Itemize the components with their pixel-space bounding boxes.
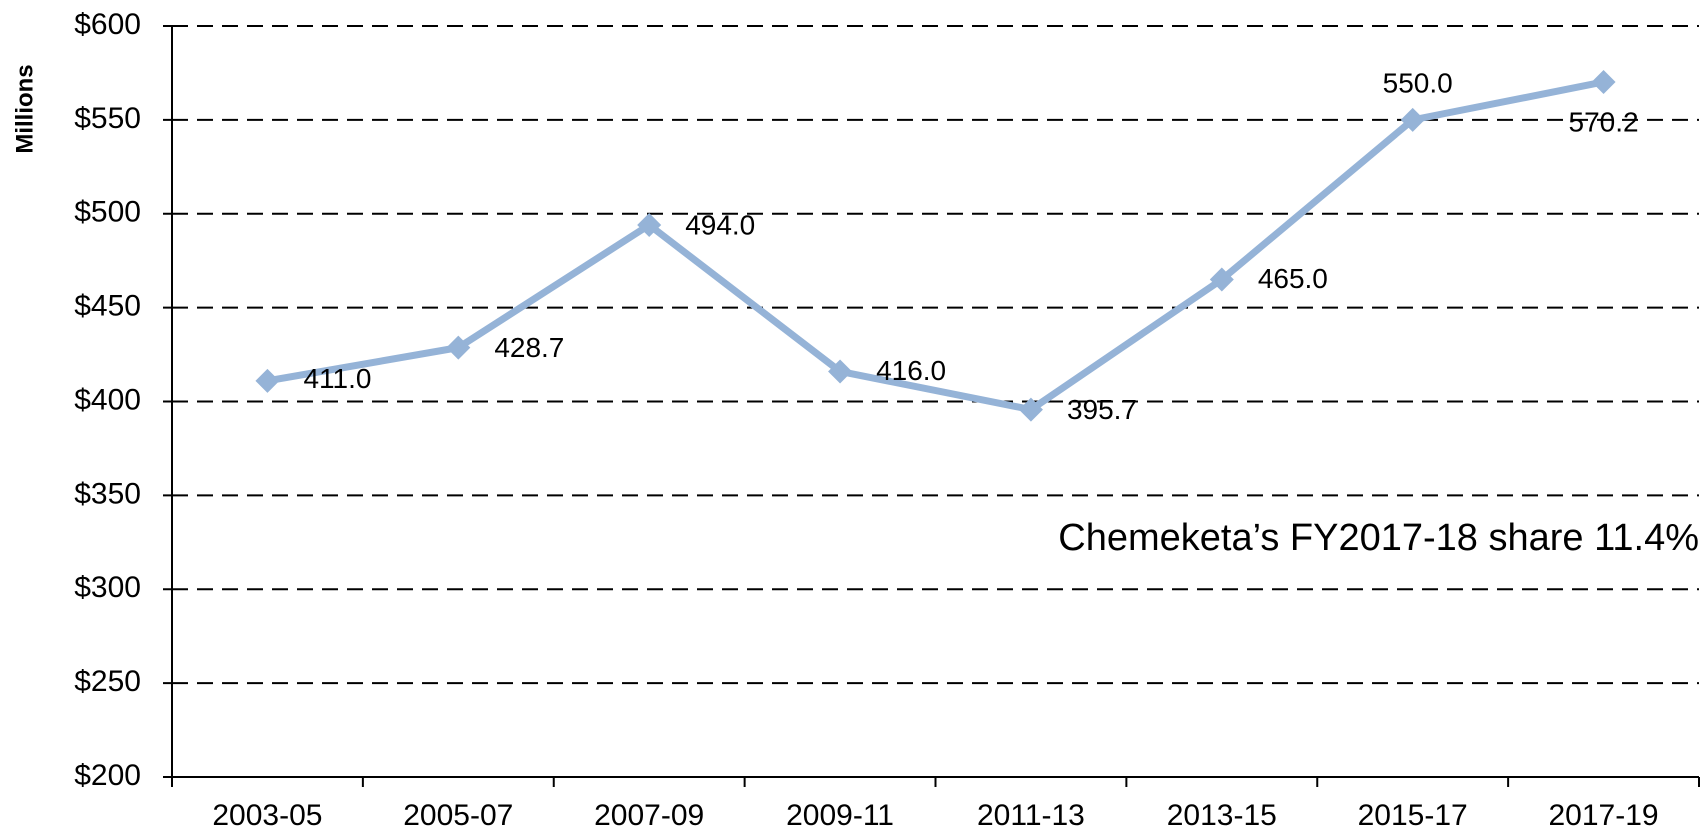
y-tick-label: $400	[74, 383, 141, 416]
data-label: 416.0	[876, 355, 946, 386]
x-tick-label: 2005-07	[403, 799, 513, 832]
data-label: 395.7	[1067, 394, 1137, 425]
data-label: 550.0	[1383, 67, 1453, 98]
data-label: 494.0	[685, 209, 755, 240]
x-tick-label: 2009-11	[786, 799, 894, 832]
point	[446, 335, 471, 360]
point	[255, 368, 280, 393]
y-tick-label: $200	[74, 759, 141, 792]
y-tick-label: $250	[74, 665, 141, 698]
x-tick-label: 2003-05	[212, 799, 322, 832]
y-tick-label: $550	[74, 102, 141, 135]
point	[1018, 397, 1043, 422]
point	[1591, 69, 1616, 94]
x-tick-label: 2011-13	[977, 799, 1085, 832]
data-label: 465.0	[1258, 263, 1328, 294]
point	[1209, 267, 1234, 292]
y-tick-label: $300	[74, 571, 141, 604]
point	[637, 213, 662, 238]
y-axis-label: Millions	[11, 64, 38, 153]
data-label: 428.7	[494, 332, 564, 363]
y-tick-label: $500	[74, 196, 141, 229]
y-tick-label: $600	[74, 8, 141, 41]
point	[1400, 107, 1425, 132]
x-tick-label: 2013-15	[1167, 799, 1277, 832]
x-tick-label: 2007-09	[594, 799, 704, 832]
data-label: 411.0	[303, 363, 371, 394]
y-tick-label: $450	[74, 290, 141, 323]
point	[828, 359, 853, 384]
data-label: 570.2	[1569, 106, 1639, 137]
x-tick-label: 2015-17	[1358, 799, 1468, 832]
series-line	[266, 78, 1605, 414]
annotation: Chemeketa’s FY2017-18 share 11.4%	[1058, 517, 1699, 559]
y-tick-label: $350	[74, 477, 141, 510]
x-tick-label: 2017-19	[1549, 799, 1659, 832]
